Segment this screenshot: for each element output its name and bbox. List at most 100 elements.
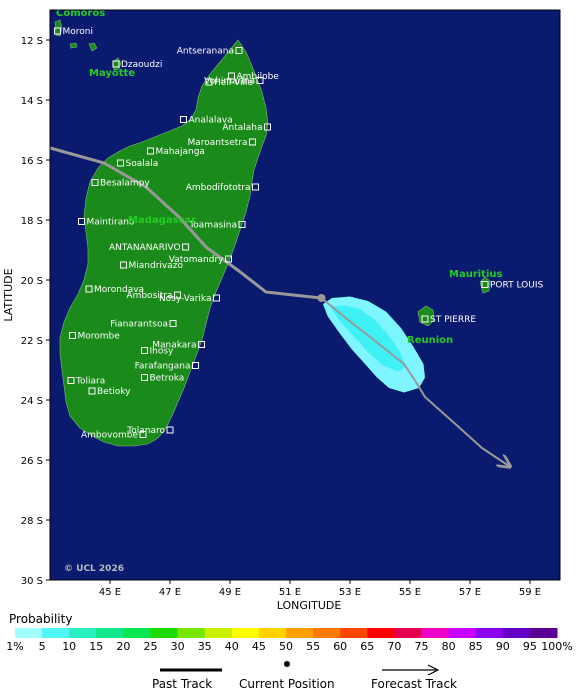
city-marker	[120, 261, 127, 269]
city-label: Maroantsetra	[187, 138, 247, 148]
legend-bin-label: 40	[224, 640, 239, 653]
city-label: Antalaha	[222, 123, 262, 133]
y-tick-label: 24 S	[21, 396, 43, 407]
legend-bin-label: 45	[251, 640, 266, 653]
city-marker	[192, 362, 199, 369]
city-marker	[85, 285, 93, 293]
legend-key-graphics	[160, 661, 440, 676]
legend-swatch	[42, 628, 70, 638]
map-labels: MoroniDzaoudziAntserananaAmbilobeHell-Vi…	[54, 8, 543, 441]
city-label: Betroka	[150, 374, 185, 384]
city-marker	[249, 138, 256, 146]
legend-bin-label: 50	[279, 640, 293, 653]
city-marker	[235, 47, 243, 54]
region-label: Madagascar	[128, 215, 196, 226]
city-marker	[421, 315, 429, 323]
city-marker	[147, 147, 154, 155]
legend-bin-label: 80	[441, 640, 456, 653]
city-marker	[174, 291, 181, 299]
city-label: PORT LOUIS	[490, 281, 543, 291]
legend-swatch	[123, 628, 151, 638]
city-marker	[256, 77, 264, 84]
y-tick-label: 30 S	[21, 576, 43, 587]
forecast-track-label: Forecast Track	[371, 677, 457, 691]
city-label: Hell-Ville	[214, 78, 253, 88]
moheli-island	[69, 42, 78, 49]
y-tick-label: 20 S	[21, 276, 43, 287]
city-label: Fianarantsoa	[110, 320, 168, 330]
plot-frame	[49, 9, 561, 581]
legend-swatch	[313, 628, 341, 638]
legend-swatch	[69, 628, 97, 638]
y-tick-label: 22 S	[21, 336, 43, 347]
legend-bin-label: 30	[170, 640, 185, 653]
x-tick-label: 49 E	[219, 587, 241, 598]
x-tick-label: 57 E	[459, 587, 481, 598]
city-marker	[228, 72, 235, 80]
legend-bin-label: 85	[468, 640, 483, 653]
legend-swatch	[475, 628, 504, 638]
city-marker	[180, 116, 187, 123]
legend-bin-label: 95	[522, 640, 537, 653]
forecast-track-line	[320, 297, 510, 466]
city-label: Morombe	[78, 332, 121, 342]
city-label: Toamasina	[188, 221, 237, 231]
city-marker	[225, 255, 232, 263]
legend-swatch	[367, 628, 395, 638]
legend-bin-label: 25	[143, 640, 158, 653]
legend-swatch	[394, 628, 422, 638]
legend-swatch	[340, 628, 368, 638]
legend-swatch	[177, 628, 206, 638]
city-marker	[166, 426, 174, 434]
city-label: Ambodifototra	[186, 183, 251, 193]
city-marker	[238, 221, 246, 228]
x-axis-title: LONGITUDE	[277, 599, 342, 612]
legend-bin-label: 60	[333, 640, 348, 653]
x-tick-label: 53 E	[339, 587, 361, 598]
city-marker	[169, 320, 177, 327]
city-label: Ambovombe	[81, 431, 138, 441]
legend-bin-label: 65	[360, 640, 375, 653]
legend-swatch	[421, 628, 450, 638]
legend-swatch	[231, 628, 260, 638]
city-label: Maintirano	[87, 218, 135, 228]
x-tick-label: 59 E	[519, 587, 541, 598]
city-label: ANTANANARIVO	[109, 243, 181, 253]
current-position-marker	[317, 294, 326, 302]
city-label: Analalava	[189, 116, 233, 126]
city-label: Vatomandry	[169, 255, 224, 265]
forecast-arrow-icon	[427, 664, 440, 676]
legend-swatch	[529, 628, 558, 638]
city-marker	[205, 78, 213, 86]
legend-bin-label: 100%	[541, 640, 573, 653]
city-label: Miandrivazo	[129, 261, 184, 271]
region-label: Comoros	[56, 8, 105, 19]
city-marker	[117, 159, 124, 167]
city-marker	[78, 218, 85, 225]
x-tick-label: 51 E	[279, 587, 301, 598]
city-marker	[141, 374, 148, 381]
anjouan-island	[88, 42, 98, 52]
city-marker	[91, 179, 99, 186]
legend-swatch	[96, 628, 124, 638]
city-marker	[69, 332, 76, 339]
madagascar-landmass	[59, 39, 269, 447]
city-label: Antseranana	[177, 47, 234, 57]
city-label: Manakara	[152, 341, 196, 351]
region-label: Mayotte	[89, 68, 135, 79]
city-label: ST PIERRE	[430, 315, 476, 325]
legend-bin-label: 70	[387, 640, 402, 653]
region-label: Mauritius	[449, 269, 503, 280]
current-position-label: Current Position	[239, 677, 335, 691]
legend-bin-label: 55	[306, 640, 321, 653]
city-label: Nosy-Varika	[159, 294, 212, 304]
y-tick-label: 26 S	[21, 456, 43, 467]
legend-bin-label: 10	[62, 640, 77, 653]
y-tick-label: 16 S	[21, 156, 43, 167]
legend-title: Probability	[9, 612, 73, 626]
x-tick-label: 55 E	[399, 587, 421, 598]
city-label: Ambositra	[126, 291, 172, 301]
legend-bin-label: 20	[116, 640, 131, 653]
city-marker	[481, 281, 489, 288]
